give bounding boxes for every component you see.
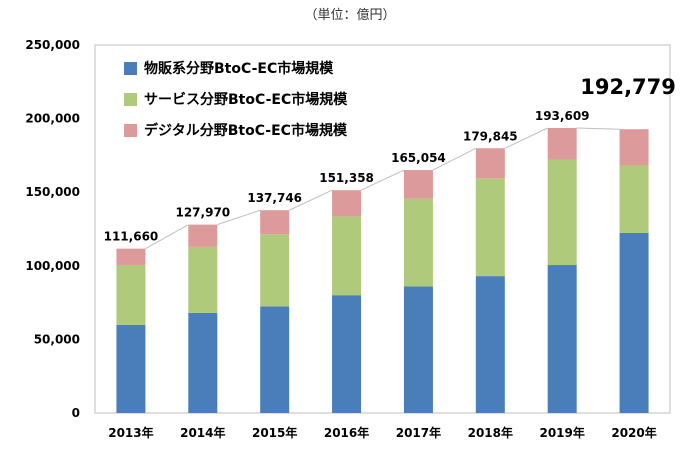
bar-segment-service: [332, 216, 362, 296]
plot-frame: [94, 44, 671, 414]
bar-segment-digital: [116, 248, 146, 265]
bar-segment-digital: [475, 148, 505, 179]
bar-segment-service: [547, 159, 577, 266]
bars-group: [116, 128, 649, 413]
bar-segment-service: [188, 246, 218, 313]
bar-segment-digital: [547, 128, 577, 160]
legend-swatch: [124, 93, 137, 106]
total-label: 137,746: [247, 191, 302, 205]
bar-segment-physical: [403, 286, 433, 413]
y-tick-label: 0: [72, 406, 80, 420]
bar-segment-digital: [332, 190, 362, 217]
legend-swatch: [124, 62, 137, 75]
connector-line: [145, 224, 189, 250]
total-label: 111,660: [104, 230, 159, 244]
bar-segment-physical: [116, 324, 146, 413]
legend-swatch: [124, 124, 137, 137]
legend-label: デジタル分野BtoC-EC市場規模: [144, 122, 348, 139]
total-connector-lines: [145, 127, 620, 250]
bar-segment-service: [403, 198, 433, 287]
x-tick-label: 2020年: [611, 425, 656, 440]
connector-line: [360, 169, 405, 191]
y-tick-label: 200,000: [25, 112, 80, 126]
x-tick-label: 2019年: [539, 425, 584, 440]
bar-segment-physical: [547, 265, 577, 413]
bar-segment-digital: [260, 210, 290, 235]
x-tick-label: 2015年: [252, 425, 297, 440]
legend-label: 物販系分野BtoC-EC市場規模: [144, 60, 334, 77]
x-axis: 2013年 2014年 2015年 2016年 2017年 2018年 2019年 2020年: [108, 425, 657, 440]
y-tick-label: 50,000: [34, 332, 80, 346]
x-tick-label: 2016年: [324, 425, 369, 440]
connector-line: [288, 189, 333, 211]
bar-segment-digital: [619, 129, 649, 166]
bar-segment-physical: [260, 306, 290, 413]
bar-segment-physical: [188, 312, 218, 413]
x-tick-label: 2014年: [180, 425, 225, 440]
bar-segment-digital: [403, 170, 433, 199]
total-label: 127,970: [175, 206, 230, 220]
bar-segment-digital: [188, 224, 218, 247]
connector-line: [504, 127, 548, 149]
total-label: 193,609: [535, 109, 590, 123]
x-tick-label: 2018年: [468, 425, 513, 440]
legend: 物販系分野BtoC-EC市場規模サービス分野BtoC-EC市場規模デジタル分野B…: [124, 60, 348, 139]
connector-line: [432, 147, 477, 171]
total-label: 179,845: [463, 129, 518, 143]
total-labels: 111,660 127,970 137,746 151,358 165,054 179,8…: [104, 75, 676, 244]
bar-segment-physical: [475, 276, 505, 413]
legend-label: サービス分野BtoC-EC市場規模: [144, 91, 348, 108]
y-tick-label: 150,000: [25, 185, 80, 199]
total-label: 151,358: [319, 171, 374, 185]
connector-line: [576, 127, 620, 130]
bar-segment-service: [619, 165, 649, 233]
connector-line: [217, 209, 261, 226]
y-tick-label: 250,000: [25, 38, 80, 52]
bar-segment-service: [260, 234, 290, 307]
bar-segment-service: [475, 178, 505, 277]
x-tick-label: 2017年: [396, 425, 441, 440]
y-axis: 0 50,000 100,000 150,000 200,000 250,000: [25, 38, 80, 420]
bar-segment-service: [116, 264, 146, 325]
unit-label: （単位：億円）: [304, 7, 395, 23]
x-tick-label: 2013年: [108, 425, 153, 440]
total-label: 192,779: [580, 75, 676, 99]
total-label: 165,054: [391, 151, 446, 165]
y-tick-label: 100,000: [25, 259, 80, 273]
bar-segment-physical: [332, 295, 362, 413]
bar-segment-physical: [619, 232, 649, 413]
